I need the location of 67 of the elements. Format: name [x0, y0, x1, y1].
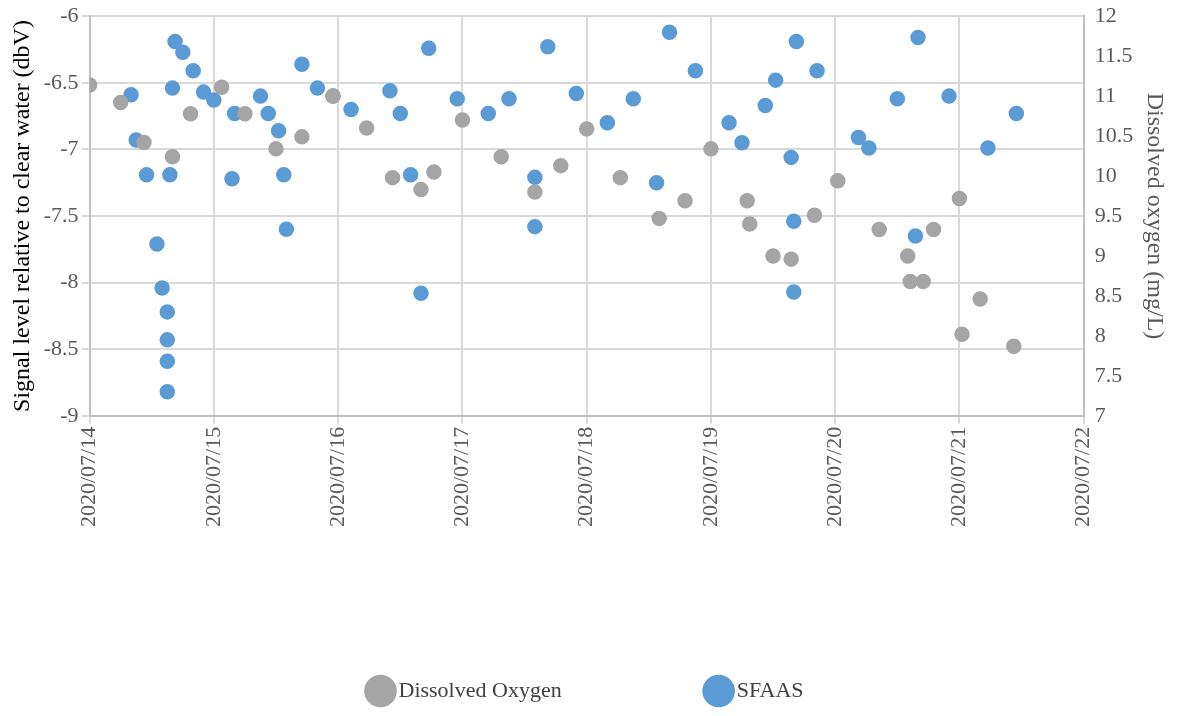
point: [739, 193, 755, 209]
point: [742, 216, 758, 232]
y-tick-label: -7.5: [43, 201, 79, 227]
point: [925, 221, 942, 238]
x-tick-label: 2020/07/17: [448, 426, 474, 528]
point: [213, 79, 230, 96]
point: [553, 157, 569, 174]
point: [915, 273, 931, 290]
x-tick-label: 2020/07/19: [696, 426, 722, 528]
y-axis-title: Signal level relative to clear water (dbV): [7, 20, 34, 412]
point: [806, 207, 823, 223]
y2-tick-label: 8: [1094, 321, 1106, 347]
point: [951, 190, 968, 207]
point: [413, 181, 429, 198]
point: [112, 94, 129, 111]
point: [703, 141, 719, 157]
y2-axis-title: Dissolved oxygen (mg/L): [1143, 92, 1170, 340]
x-tick-label: 2020/07/18: [572, 426, 598, 528]
point: [902, 273, 919, 290]
y2-tick-label: 10.5: [1094, 121, 1134, 147]
y2-tick-label: 11: [1094, 81, 1116, 107]
point: [612, 169, 629, 186]
x-tick-label: 2020/07/15: [199, 426, 225, 528]
point: [426, 164, 442, 180]
point: [830, 173, 846, 189]
x-tick-label: 2020/07/22: [1069, 426, 1095, 528]
point: [972, 291, 988, 307]
point: [1006, 338, 1022, 354]
point: [454, 112, 471, 128]
point: [954, 326, 970, 343]
y-tick-label: -6.5: [43, 68, 79, 94]
point: [578, 121, 595, 137]
y2-tick-label: 11.5: [1094, 41, 1133, 67]
legend-label: Dissolved Oxygen: [398, 676, 562, 702]
point: [294, 129, 310, 145]
y2-tick-label: 10: [1094, 161, 1117, 187]
legend-label: SFAAS: [736, 676, 804, 702]
y2-tick-label: 7.5: [1094, 361, 1123, 387]
point: [268, 141, 284, 157]
x-tick-label: 2020/07/20: [820, 426, 846, 528]
y2-tick-label: 9.5: [1094, 201, 1123, 227]
point: [384, 169, 401, 186]
x-tick-label: 2020/07/16: [323, 426, 349, 528]
point: [783, 251, 799, 267]
point: [182, 105, 199, 122]
point: [677, 193, 693, 209]
point: [765, 248, 781, 264]
point: [899, 248, 916, 264]
point: [136, 134, 152, 151]
point: [164, 149, 181, 165]
point: [527, 184, 543, 200]
y-tick-label: -6: [60, 1, 79, 27]
point: [237, 105, 253, 122]
y2-tick-label: 7: [1094, 401, 1106, 427]
y-tick-label: -7: [60, 135, 79, 161]
y2-tick-label: 8.5: [1094, 281, 1123, 307]
y-tick-label: -8.5: [43, 334, 79, 360]
x-tick-label: 2020/07/21: [945, 426, 971, 528]
point: [358, 120, 375, 136]
y-tick-label: -9: [60, 401, 79, 427]
y2-tick-label: 12: [1094, 1, 1117, 27]
point: [493, 149, 509, 165]
x-tick-label: 2020/07/14: [75, 426, 101, 528]
point: [651, 210, 667, 227]
point: [871, 221, 887, 238]
y2-tick-label: 9: [1094, 241, 1106, 267]
y-tick-label: -8: [60, 268, 79, 294]
